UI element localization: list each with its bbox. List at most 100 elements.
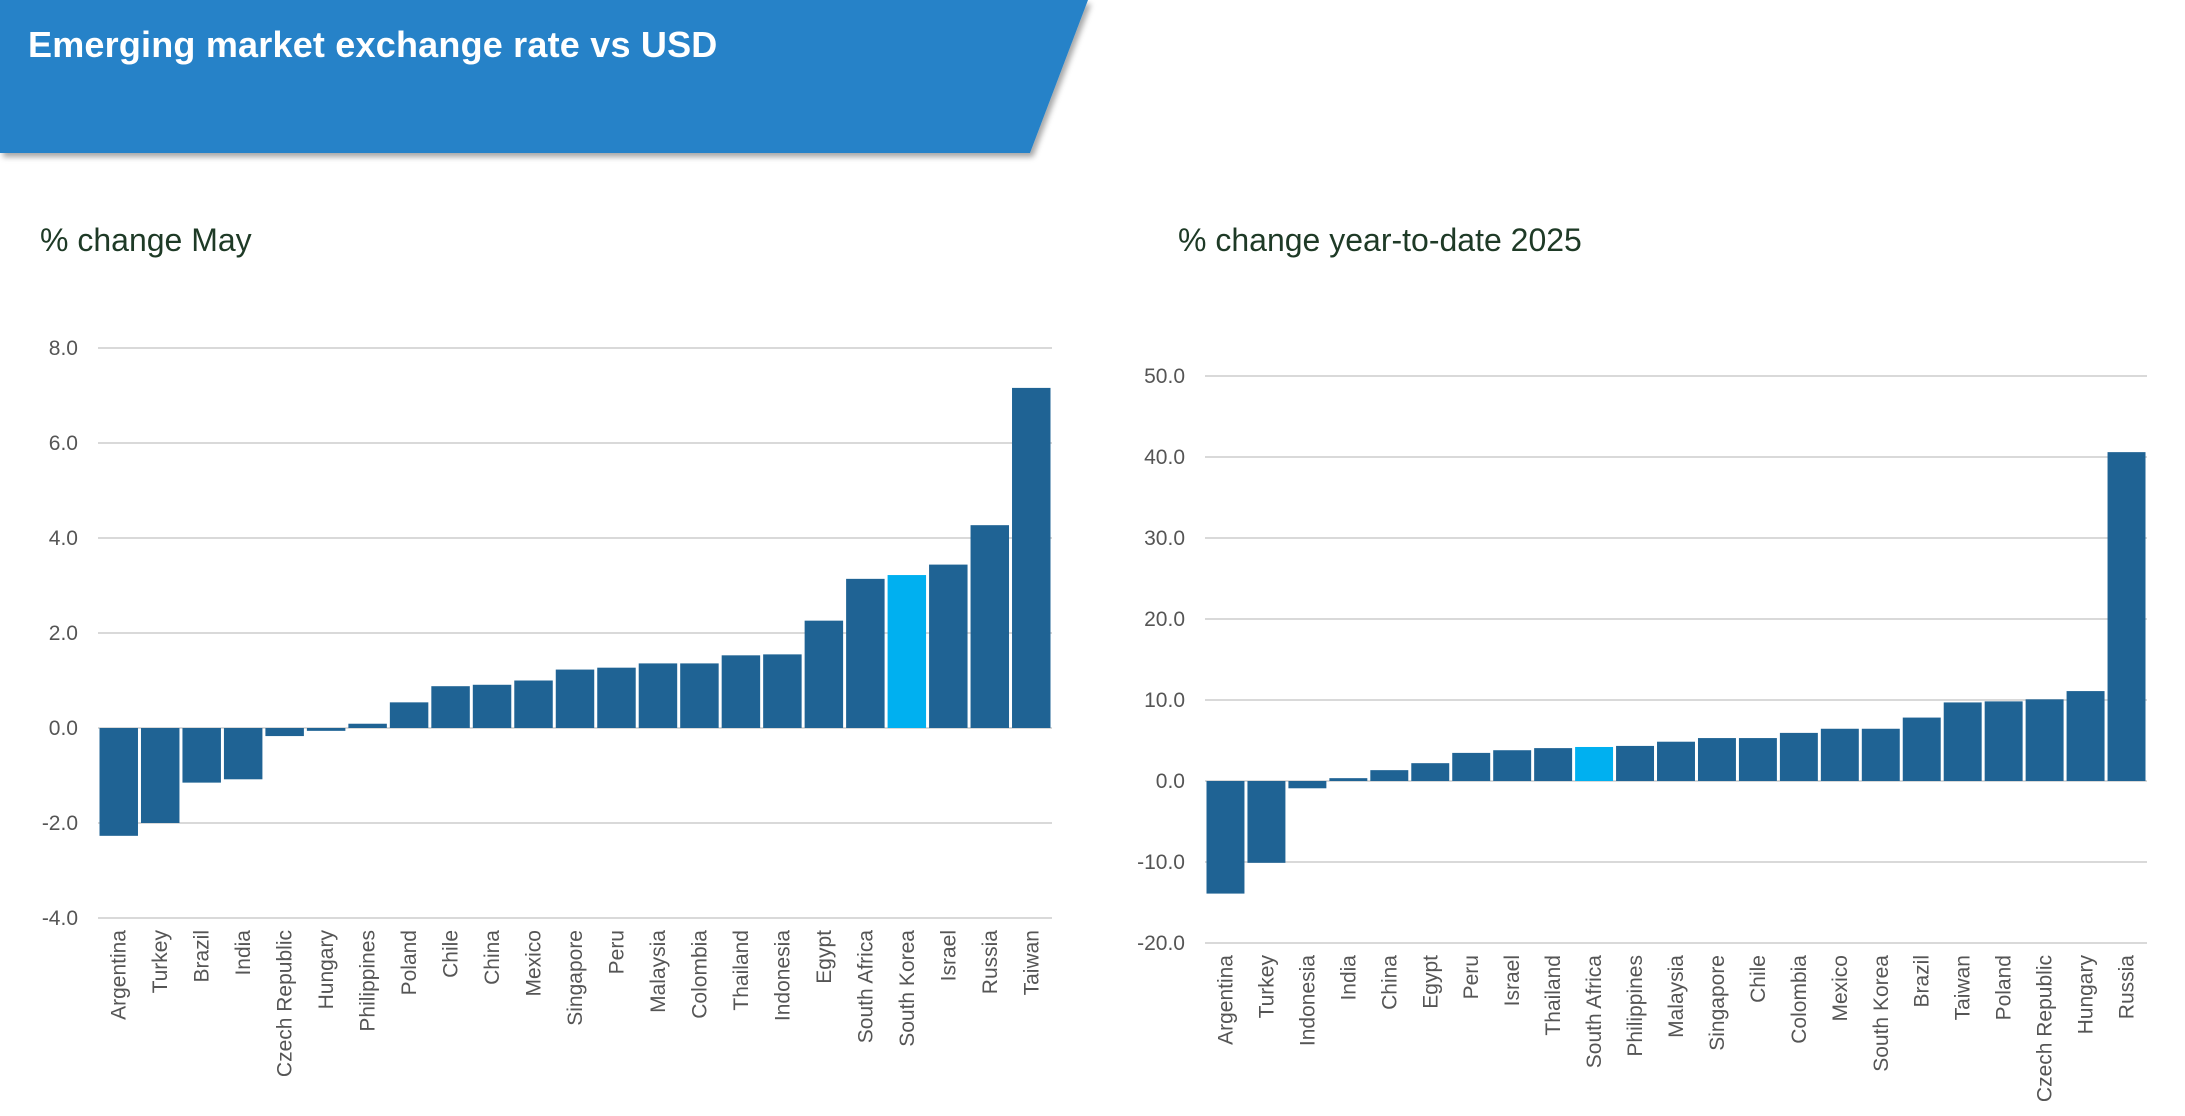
x-tick-label: Taiwan	[1020, 930, 1043, 995]
bar-argentina	[1206, 781, 1245, 894]
page-title: Emerging market exchange rate vs USD	[28, 24, 718, 65]
bar-south-korea	[1861, 728, 1900, 781]
bar-thailand	[1534, 748, 1573, 781]
x-tick-label: China	[481, 930, 504, 985]
bar-taiwan	[1943, 702, 1982, 781]
bar-philippines	[348, 723, 387, 728]
x-tick-label: Brazil	[1911, 955, 1934, 1008]
y-tick-label: 0.0	[49, 717, 78, 740]
x-tick-label: Thailand	[730, 930, 753, 1011]
bar-egypt	[1411, 763, 1450, 781]
bar-argentina	[99, 728, 138, 836]
bar-israel	[929, 564, 968, 728]
bar-poland	[1984, 701, 2023, 781]
x-tick-label: Argentina	[1214, 955, 1237, 1045]
x-tick-label: Russia	[979, 930, 1002, 995]
x-tick-label: Colombia	[1788, 955, 1811, 1044]
y-tick-label: -20.0	[1137, 932, 1185, 955]
bar-colombia	[1779, 732, 1818, 781]
bar-hungary	[2066, 691, 2105, 781]
bar-china	[1370, 770, 1409, 781]
x-tick-label: Egypt	[1419, 955, 1442, 1009]
x-tick-label: South Korea	[1870, 955, 1893, 1072]
bar-egypt	[804, 620, 844, 728]
x-tick-label: Philippines	[1624, 955, 1647, 1057]
bar-mexico	[1820, 728, 1859, 781]
x-tick-label: Peru	[605, 930, 628, 974]
y-tick-label: 8.0	[49, 337, 78, 360]
x-tick-label: Israel	[937, 930, 960, 981]
y-tick-label: 20.0	[1144, 608, 1185, 631]
header-banner: Emerging market exchange rate vs USD	[0, 0, 1090, 153]
bar-taiwan	[1012, 387, 1051, 728]
bar-south-africa	[846, 578, 885, 728]
x-tick-label: South Africa	[854, 930, 877, 1044]
bar-peru	[1452, 752, 1491, 781]
x-tick-label: Peru	[1460, 955, 1483, 999]
bar-thailand	[721, 655, 761, 728]
bar-chile	[1738, 738, 1777, 781]
bar-czech-republic	[2025, 699, 2064, 781]
x-tick-label: Czech Republic	[2034, 955, 2057, 1102]
bar-colombia	[680, 663, 719, 728]
y-tick-label: 30.0	[1144, 527, 1185, 550]
x-tick-label: Turkey	[149, 930, 172, 994]
y-tick-label: 40.0	[1144, 446, 1185, 469]
bar-india	[223, 728, 263, 780]
bar-russia	[970, 525, 1010, 728]
bar-israel	[1493, 750, 1532, 781]
x-tick-label: Malaysia	[1665, 955, 1688, 1038]
x-tick-label: Hungary	[315, 930, 338, 1010]
x-tick-label: Mexico	[1829, 955, 1852, 1022]
x-tick-label: Singapore	[1706, 955, 1729, 1051]
y-tick-label: -4.0	[42, 907, 78, 930]
x-tick-label: Singapore	[564, 930, 587, 1026]
y-tick-label: 4.0	[49, 527, 78, 550]
bar-czech-republic	[265, 728, 304, 737]
bar-indonesia	[1288, 781, 1327, 789]
bar-turkey	[140, 728, 180, 823]
x-tick-label: Czech Republic	[274, 930, 297, 1077]
header-banner-shape	[0, 0, 1088, 153]
x-tick-label: Hungary	[2075, 955, 2098, 1035]
x-tick-label: Malaysia	[647, 930, 670, 1013]
bar-south-africa	[1575, 746, 1614, 781]
y-tick-label: 2.0	[49, 622, 78, 645]
bar-brazil	[1902, 717, 1941, 781]
y-tick-label: 10.0	[1144, 689, 1185, 712]
x-tick-label: Argentina	[108, 930, 131, 1020]
bar-turkey	[1247, 781, 1286, 863]
x-tick-label: Chile	[1747, 955, 1770, 1003]
bar-russia	[2107, 452, 2146, 781]
chart-title-ytd: % change year-to-date 2025	[1178, 222, 1582, 258]
bar-india	[1329, 778, 1368, 781]
x-tick-label: South Africa	[1583, 955, 1606, 1069]
x-tick-label: Brazil	[191, 930, 214, 983]
bar-poland	[389, 702, 429, 728]
x-tick-label: Russia	[2116, 955, 2139, 1020]
x-tick-label: Turkey	[1255, 955, 1278, 1019]
y-tick-label: 0.0	[1156, 770, 1185, 793]
bar-singapore	[1697, 738, 1736, 781]
chart-title-may: % change May	[40, 222, 252, 258]
y-tick-label: 6.0	[49, 432, 78, 455]
bar-south-korea	[887, 575, 927, 728]
x-tick-label: Poland	[1993, 955, 2016, 1020]
bar-indonesia	[763, 654, 802, 728]
y-tick-label: 50.0	[1144, 365, 1185, 388]
bar-china	[472, 684, 512, 728]
x-tick-label: India	[232, 930, 255, 976]
x-tick-label: Thailand	[1542, 955, 1565, 1036]
x-tick-label: Israel	[1501, 955, 1524, 1006]
bar-singapore	[555, 669, 595, 728]
bar-mexico	[514, 680, 553, 728]
x-tick-label: China	[1378, 955, 1401, 1010]
y-tick-label: -10.0	[1137, 851, 1185, 874]
bar-brazil	[182, 728, 221, 783]
bar-chile	[431, 686, 470, 728]
x-tick-label: South Korea	[896, 930, 919, 1047]
x-tick-label: Poland	[398, 930, 421, 995]
x-tick-label: Egypt	[813, 930, 836, 984]
bar-hungary	[306, 728, 346, 731]
